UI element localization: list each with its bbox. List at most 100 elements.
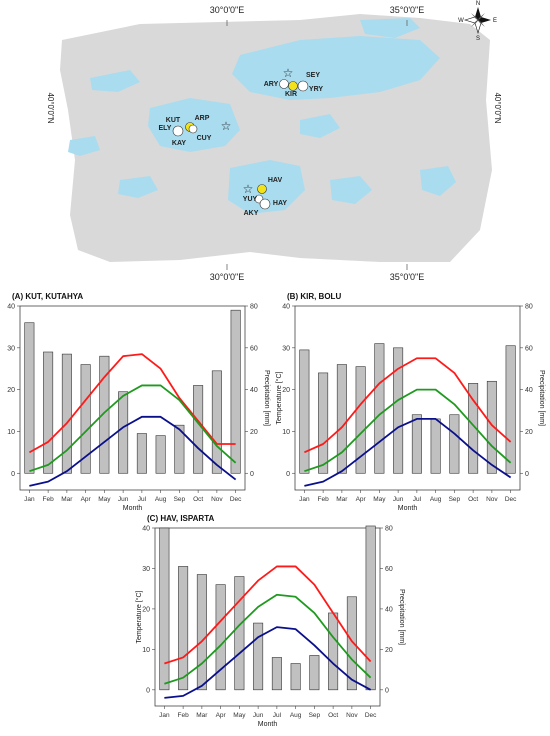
site-marker-ary: [279, 79, 289, 89]
x-tick-label: Nov: [346, 712, 358, 719]
precip-bar: [365, 525, 376, 691]
right-tick-label: 60: [250, 345, 258, 352]
precip-bar: [230, 309, 241, 474]
right-tick-label: 0: [525, 471, 529, 478]
mean-temp-line: [164, 593, 372, 685]
precip-bar: [196, 574, 207, 691]
mean-temp-line: [29, 384, 237, 473]
x-tick-label: Nov: [211, 496, 223, 503]
left-tick-label: 30: [7, 345, 15, 352]
precip-bar: [486, 380, 497, 474]
compass-icon: N S E W: [458, 1, 497, 42]
min-temp-line: [304, 418, 512, 487]
site-marker-yry: [297, 80, 309, 92]
svg-text:S: S: [476, 36, 480, 42]
precip-bar: [118, 391, 129, 474]
precip-bar: [211, 370, 222, 474]
site-label-yry: YRY: [309, 86, 323, 93]
left-tick-label: 0: [286, 471, 290, 478]
precip-bar: [80, 364, 91, 474]
x-tick-label: Sep: [449, 496, 461, 503]
x-tick-label: Jul: [413, 496, 422, 503]
right-tick-label: 0: [385, 687, 389, 694]
svg-text:E: E: [493, 18, 497, 24]
climate-chart-hav: (C) HAV, ISPARTA 0 10 20 30 40 0 20 40 60 80 Jan Feb…: [135, 514, 405, 728]
precip-bar: [155, 435, 166, 474]
plot-frame: [294, 305, 521, 491]
site-marker-kir: [288, 81, 298, 91]
water-lake-small2: [300, 114, 340, 138]
site-label-aky: AKY: [244, 210, 259, 217]
x-tick-label: Aug: [155, 496, 167, 503]
precip-bar: [43, 351, 54, 474]
x-tick-label: Apr: [356, 496, 367, 503]
map-bottom-label-2: 35°0'0"E: [390, 272, 425, 282]
right-axis-label: Precipitation [mm]: [538, 370, 545, 426]
x-tick-label: Mar: [61, 496, 73, 503]
left-tick-label: 20: [282, 387, 290, 394]
right-tick-label: 20: [525, 429, 533, 436]
star-marker-hav: ☆: [243, 182, 254, 196]
min-temp-line: [29, 415, 237, 487]
climate-chart-kut: (A) KUT, KUTAHYA 0 10 20 30 40 0 20 40 60 80 Jan Feb…: [7, 292, 270, 512]
left-tick-label: 20: [7, 387, 15, 394]
site-marker-elyt: [172, 125, 184, 137]
right-tick-label: 80: [525, 304, 533, 311]
precip-bar: [328, 612, 339, 691]
climate-chart-kir: (B) KIR, BOLU 0 10 20 30 40 0 20 40 60 80 Jan Feb Mar…: [275, 292, 545, 512]
x-axis-label: Month: [123, 505, 143, 512]
map-bottom-label-1: 30°0'0"E: [210, 272, 245, 282]
max-temp-line: [28, 353, 236, 454]
right-axis-label: Precipitation [mm]: [263, 370, 270, 426]
site-label-hav: HAV: [268, 177, 283, 184]
precip-bar: [336, 364, 347, 474]
star-marker-kir: ☆: [283, 66, 294, 80]
x-tick-label: Feb: [318, 496, 330, 503]
chart-title: (B) KIR, BOLU: [287, 292, 341, 301]
precip-bar: [159, 527, 170, 691]
water-northeast: [360, 18, 420, 38]
min-temp-line: [164, 626, 372, 699]
site-label-ary: ARY: [264, 81, 279, 88]
x-tick-label: Jul: [138, 496, 147, 503]
right-axis-label: Precipitation [mm]: [398, 589, 405, 645]
left-tick-label: 30: [282, 345, 290, 352]
map-top-label-2: 35°0'0"E: [390, 5, 425, 15]
x-tick-label: May: [233, 712, 246, 719]
left-tick-label: 40: [142, 526, 150, 533]
precip-bar: [309, 655, 320, 691]
precip-bar: [355, 366, 366, 474]
water-west2: [90, 70, 140, 92]
site-marker-hav: [257, 184, 267, 194]
site-label-sey: SEY: [306, 72, 320, 79]
map-top-label-1: 30°0'0"E: [210, 5, 245, 15]
precip-bar: [393, 347, 404, 474]
x-tick-label: May: [98, 496, 111, 503]
mean-temp-line: [304, 388, 512, 473]
precip-bar: [24, 322, 35, 474]
precip-bar: [290, 663, 301, 691]
precip-bar: [253, 622, 264, 691]
x-tick-label: Jan: [159, 712, 170, 719]
water-lake-small1: [118, 176, 158, 198]
site-label-kay: KAY: [172, 140, 186, 147]
x-tick-label: Feb: [178, 712, 190, 719]
x-axis-label: Month: [398, 505, 418, 512]
x-tick-label: Sep: [309, 712, 321, 719]
x-tick-label: Nov: [486, 496, 498, 503]
right-tick-label: 20: [250, 429, 258, 436]
x-tick-label: Dec: [365, 712, 377, 719]
map-right-lat-label: 40°0'0"N: [493, 92, 502, 123]
left-tick-label: 10: [7, 429, 15, 436]
precip-bar: [193, 385, 204, 474]
site-label-ely: ELY: [159, 125, 172, 132]
map-left-lat-label: 40°0'0"N: [46, 92, 55, 123]
precip-bar: [374, 343, 385, 474]
x-tick-label: Jun: [253, 712, 264, 719]
max-temp-line: [164, 565, 372, 665]
left-tick-label: 40: [7, 304, 15, 311]
site-marker-hay: [259, 198, 271, 210]
precip-bar: [136, 433, 147, 474]
right-tick-label: 60: [385, 566, 393, 573]
x-tick-label: May: [373, 496, 386, 503]
